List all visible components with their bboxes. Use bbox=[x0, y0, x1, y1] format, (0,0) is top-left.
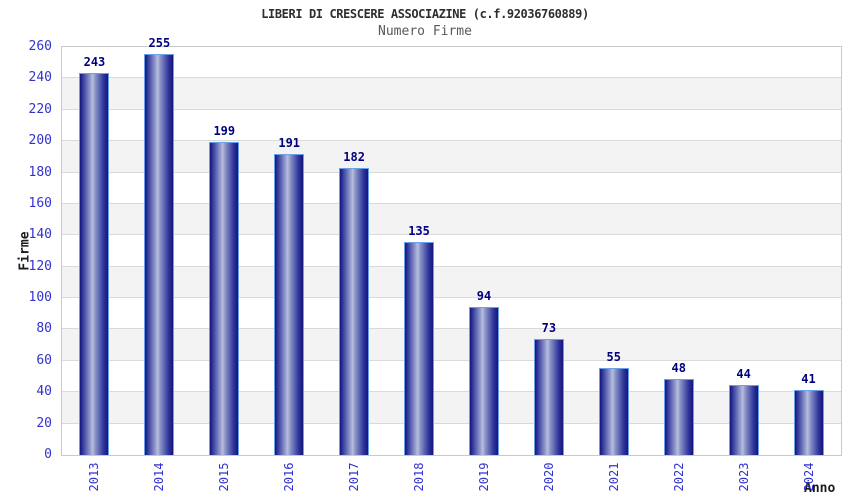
bar-value-label: 48 bbox=[671, 360, 686, 375]
gridline bbox=[62, 391, 841, 393]
bar-2024 bbox=[793, 389, 824, 455]
bar-2016 bbox=[274, 154, 305, 455]
y-tick-label: 260 bbox=[28, 39, 52, 54]
plot-band bbox=[62, 329, 841, 361]
y-tick-label: 20 bbox=[36, 415, 52, 431]
plot-band bbox=[62, 423, 841, 455]
bar-value-label: 94 bbox=[476, 288, 492, 303]
bar-2013 bbox=[79, 72, 110, 455]
bar-value-label: 191 bbox=[278, 136, 301, 151]
y-tick-label: 180 bbox=[28, 164, 52, 180]
x-tick-label: 2016 bbox=[282, 462, 297, 492]
plot-band bbox=[62, 266, 841, 299]
x-tick-label: 2013 bbox=[87, 462, 102, 492]
y-tick-label: 40 bbox=[36, 384, 52, 400]
x-tick-label: 2020 bbox=[541, 462, 556, 492]
gridline bbox=[62, 359, 841, 361]
bar-value-label: 182 bbox=[343, 150, 365, 165]
bar-2023 bbox=[728, 384, 759, 455]
bar-value-label: 73 bbox=[541, 321, 557, 336]
bar-2020 bbox=[533, 339, 564, 455]
gridline bbox=[62, 202, 841, 204]
x-tick-label: 2017 bbox=[347, 462, 362, 492]
chart-title: LIBERI DI CRESCERE ASSOCIAZINE (c.f.9203… bbox=[261, 7, 589, 21]
gridline bbox=[62, 422, 841, 424]
bar-value-label: 243 bbox=[83, 54, 106, 69]
plot-band bbox=[62, 141, 841, 173]
x-tick-label: 2023 bbox=[736, 462, 751, 492]
x-tick-label: 2015 bbox=[217, 462, 232, 492]
gridline bbox=[62, 265, 841, 267]
y-tick-label: 160 bbox=[28, 195, 52, 211]
bar-value-label: 41 bbox=[801, 371, 816, 386]
plot-band bbox=[62, 298, 841, 330]
x-tick-label: 2018 bbox=[412, 462, 427, 492]
chart-subtitle: Numero Firme bbox=[378, 24, 472, 39]
plot-band bbox=[62, 235, 841, 267]
bar-2021 bbox=[598, 367, 629, 455]
plot-band bbox=[62, 203, 841, 236]
y-tick-label: 240 bbox=[28, 70, 52, 86]
bar-value-label: 255 bbox=[148, 35, 171, 50]
x-tick-label: 2019 bbox=[476, 462, 491, 492]
bar-2015 bbox=[209, 141, 240, 455]
plot-band bbox=[62, 360, 841, 393]
y-tick-label: 0 bbox=[44, 447, 52, 462]
bar-value-label: 55 bbox=[606, 349, 622, 364]
y-tick-label: 220 bbox=[28, 101, 52, 117]
gridline bbox=[62, 171, 841, 173]
y-tick-label: 60 bbox=[36, 352, 52, 368]
y-tick-label: 80 bbox=[36, 321, 52, 337]
gridline bbox=[62, 328, 841, 330]
plot-band bbox=[62, 172, 841, 204]
bar-2019 bbox=[468, 306, 499, 455]
plot-band bbox=[62, 109, 841, 142]
gridline bbox=[62, 297, 841, 299]
bar-2017 bbox=[339, 168, 370, 455]
gridline bbox=[62, 234, 841, 236]
gridline bbox=[62, 108, 841, 110]
bar-2014 bbox=[144, 53, 175, 455]
x-tick-label: 2021 bbox=[606, 462, 621, 492]
bar-value-label: 135 bbox=[408, 224, 430, 239]
x-tick-label: 2022 bbox=[671, 462, 686, 492]
gridline bbox=[62, 77, 841, 79]
plot-band bbox=[62, 47, 841, 79]
x-tick-label: 2024 bbox=[801, 462, 816, 492]
y-tick-label: 100 bbox=[28, 290, 52, 306]
x-tick-label: 2014 bbox=[152, 462, 167, 492]
x-axis-title: Anno bbox=[804, 481, 836, 496]
plot-band bbox=[62, 78, 841, 110]
gridline bbox=[62, 140, 841, 142]
plot-area: 243 255 199 191 182 135 94 73 55 48 44 41 bbox=[61, 36, 842, 456]
plot-band bbox=[62, 392, 841, 424]
bar-2018 bbox=[404, 242, 435, 455]
bar-2022 bbox=[663, 378, 694, 455]
bar-value-label: 44 bbox=[736, 366, 751, 381]
y-tick-label: 120 bbox=[28, 258, 52, 274]
bar-value-label: 199 bbox=[213, 123, 236, 138]
y-tick-label: 200 bbox=[28, 133, 52, 149]
y-tick-label: 140 bbox=[28, 227, 52, 243]
